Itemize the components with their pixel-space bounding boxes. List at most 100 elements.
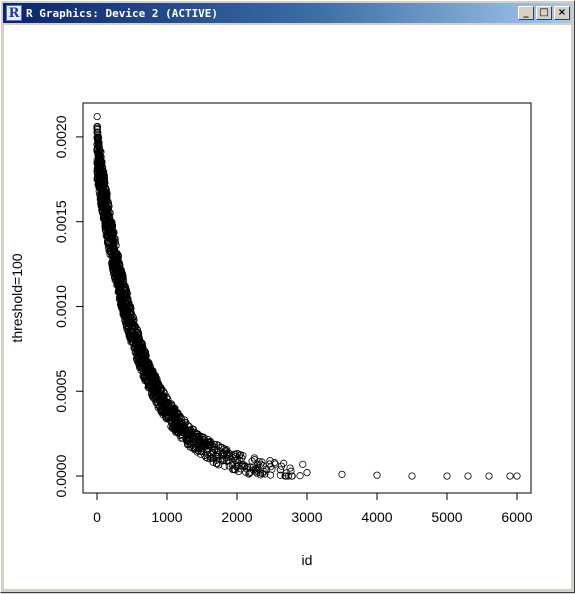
data-point xyxy=(209,458,217,466)
data-point xyxy=(286,464,294,472)
data-point xyxy=(130,344,138,352)
data-point xyxy=(100,197,108,205)
data-point xyxy=(121,299,129,307)
y-tick-label: 0.0015 xyxy=(53,200,69,243)
data-point xyxy=(175,428,183,436)
data-point xyxy=(182,435,190,443)
data-point xyxy=(128,323,136,331)
data-point xyxy=(102,193,110,201)
plot-frame xyxy=(82,102,532,494)
data-point xyxy=(149,393,158,401)
data-point xyxy=(260,467,268,476)
y-tick-label: 0.0010 xyxy=(53,285,69,328)
data-point xyxy=(256,469,265,477)
data-point xyxy=(98,181,106,189)
close-button[interactable]: × xyxy=(554,6,570,20)
data-point xyxy=(170,423,179,431)
data-point xyxy=(157,408,165,416)
data-point xyxy=(373,471,381,479)
x-axis: 0 1000 2000 3000 4000 5000 6000 xyxy=(93,492,533,525)
y-axis: 0.0000 0.0005 0.0010 0.0015 0.0020 xyxy=(53,115,84,497)
data-point xyxy=(134,354,142,362)
data-point xyxy=(201,451,209,460)
y-tick-label: 0.0000 xyxy=(53,454,69,497)
x-axis-label: id xyxy=(302,552,313,568)
data-point xyxy=(270,459,279,467)
data-point xyxy=(107,259,116,267)
x-tick-label: 5000 xyxy=(431,509,462,525)
data-point xyxy=(95,158,103,166)
data-point xyxy=(131,322,139,330)
data-point xyxy=(108,224,116,232)
data-point xyxy=(252,468,260,476)
data-point xyxy=(408,472,416,480)
data-point xyxy=(114,252,122,261)
data-point xyxy=(180,428,188,436)
data-point xyxy=(143,376,151,384)
data-points xyxy=(93,112,521,480)
plot-area: 0 1000 2000 3000 4000 5000 6000 0.0000 0.0005 0.… xyxy=(4,25,571,589)
data-point xyxy=(287,467,295,475)
data-point xyxy=(224,448,232,457)
data-point xyxy=(235,451,243,460)
data-point xyxy=(116,295,124,304)
data-point xyxy=(119,274,127,282)
y-axis-label: threshold=100 xyxy=(9,253,25,342)
data-point xyxy=(115,258,123,266)
data-point xyxy=(93,123,101,131)
data-point xyxy=(107,249,116,258)
data-point xyxy=(117,292,125,300)
data-point xyxy=(213,440,221,449)
data-point xyxy=(203,454,212,462)
data-point xyxy=(190,425,198,434)
data-point xyxy=(108,221,116,229)
x-tick-label: 6000 xyxy=(501,509,532,525)
data-point xyxy=(109,242,117,251)
data-point xyxy=(134,331,142,340)
data-point xyxy=(124,323,132,331)
data-point xyxy=(97,158,106,166)
data-point xyxy=(186,439,194,447)
data-point xyxy=(133,345,141,353)
x-tick-label: 2000 xyxy=(221,509,252,525)
data-point xyxy=(213,460,221,468)
data-point xyxy=(133,335,142,343)
data-point xyxy=(115,274,123,282)
data-point xyxy=(155,396,163,405)
data-point xyxy=(109,237,117,245)
data-point xyxy=(135,343,143,351)
maximize-button[interactable]: □ xyxy=(536,6,552,20)
data-point xyxy=(134,358,142,367)
data-point xyxy=(94,135,102,143)
data-point xyxy=(144,366,152,374)
data-point xyxy=(163,404,171,412)
data-point xyxy=(144,358,152,366)
data-point xyxy=(207,450,216,458)
data-point xyxy=(168,417,176,425)
data-point xyxy=(143,362,151,370)
minimize-button[interactable]: _ xyxy=(518,6,534,20)
data-point xyxy=(243,463,251,471)
data-point xyxy=(226,452,234,460)
data-point xyxy=(464,472,472,480)
x-tick-label: 4000 xyxy=(361,509,392,525)
data-point xyxy=(114,265,122,273)
window-title: R Graphics: Device 2 (ACTIVE) xyxy=(26,6,219,20)
y-tick-label: 0.0020 xyxy=(53,115,69,158)
data-point xyxy=(198,441,206,450)
title-bar[interactable]: R R Graphics: Device 2 (ACTIVE) _ □ × xyxy=(3,3,572,23)
y-tick-label: 0.0005 xyxy=(53,370,69,413)
data-point xyxy=(187,441,195,449)
data-point xyxy=(95,144,104,152)
data-point xyxy=(177,421,185,429)
data-point xyxy=(175,417,184,425)
data-point xyxy=(96,163,104,171)
data-point xyxy=(485,472,493,480)
data-point xyxy=(139,353,147,362)
data-point xyxy=(281,472,290,480)
data-point xyxy=(180,423,189,431)
data-point xyxy=(102,211,110,220)
data-point xyxy=(164,395,172,404)
data-point xyxy=(93,126,101,134)
